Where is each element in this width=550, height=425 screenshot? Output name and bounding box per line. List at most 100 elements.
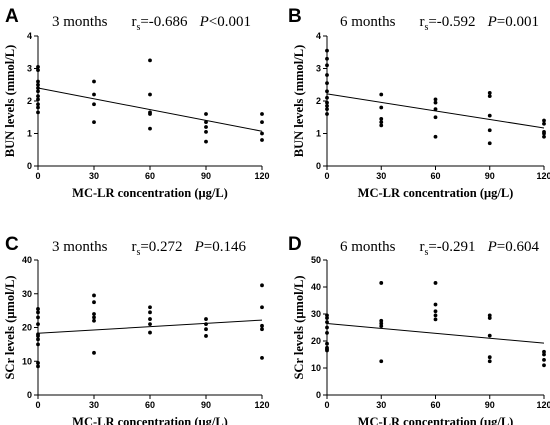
data-point	[204, 317, 208, 321]
data-point	[148, 322, 152, 327]
data-point	[36, 94, 40, 99]
data-point	[325, 89, 329, 94]
y-tick-label: 1	[27, 129, 32, 139]
data-point	[542, 134, 546, 139]
y-tick-label: 10	[311, 363, 321, 373]
data-point	[325, 313, 329, 318]
title-r-value: =-0.291	[428, 239, 475, 255]
title-period: 3 months	[52, 239, 108, 255]
x-axis-label: MC-LR concentration (μg/L)	[358, 186, 514, 200]
panel-title: 6 months rs=-0.592 P=0.001	[340, 14, 539, 33]
data-point	[260, 355, 264, 360]
data-point	[36, 86, 40, 90]
panel-title: 3 months rs=0.272 P=0.146	[52, 239, 246, 258]
data-point	[36, 68, 40, 73]
title-p-value: <0.001	[209, 14, 251, 30]
y-tick-label: 2	[27, 96, 32, 106]
data-point	[36, 89, 40, 94]
data-point	[379, 120, 384, 125]
panel-title: 3 months rs=-0.686 P<0.001	[52, 14, 251, 33]
data-point	[379, 105, 384, 110]
y-tick-label: 40	[22, 255, 32, 265]
data-point	[487, 316, 492, 320]
y-tick-label: 20	[22, 323, 32, 333]
data-point	[379, 281, 384, 285]
data-point	[433, 309, 438, 314]
data-point	[487, 141, 492, 146]
x-tick-label: 90	[201, 400, 211, 410]
data-point	[433, 97, 438, 102]
x-tick-label: 0	[35, 400, 40, 410]
data-point	[433, 313, 438, 318]
data-point	[379, 318, 384, 323]
data-point	[542, 363, 546, 368]
panel-letter: B	[288, 6, 302, 27]
data-point	[36, 342, 40, 347]
title-r-subscript: s	[136, 22, 140, 33]
data-point	[148, 310, 152, 315]
data-point	[92, 300, 96, 305]
data-point	[92, 318, 96, 323]
title-p-value: =0.604	[497, 239, 540, 255]
data-point	[433, 134, 438, 139]
trend-line	[37, 319, 263, 334]
data-point	[92, 315, 96, 320]
data-point	[325, 107, 329, 112]
x-tick-label: 120	[536, 400, 550, 410]
x-tick-label: 90	[201, 171, 211, 181]
data-point	[36, 310, 40, 315]
y-axis-label: BUN levels (mmol/L)	[292, 45, 306, 157]
panel-letter: D	[288, 234, 302, 255]
title-r-value: =-0.686	[140, 14, 188, 30]
chart-panel-c: C 3 months rs=0.272 P=0.146 0 10 20 30 40 0 30 60 90…	[3, 234, 270, 425]
y-tick-label: 2	[316, 96, 321, 106]
y-tick-label: 10	[22, 356, 32, 366]
data-point	[433, 281, 438, 285]
x-tick-label: 0	[324, 400, 329, 410]
y-tick-label: 3	[27, 64, 32, 74]
x-tick-label: 30	[89, 171, 99, 181]
x-axis-label: MC-LR concentration (μg/L)	[72, 186, 228, 200]
x-tick-label: 30	[376, 400, 386, 410]
data-point	[487, 355, 492, 360]
data-point	[92, 79, 96, 84]
data-point	[260, 138, 264, 142]
x-tick-label: 90	[485, 171, 495, 181]
data-point	[487, 333, 492, 338]
data-point	[433, 115, 438, 120]
title-r-symbol: r	[131, 239, 136, 255]
panel-letter: A	[5, 6, 19, 27]
x-axis-label: MC-LR concentration (μg/L)	[72, 415, 228, 425]
data-point	[542, 358, 546, 362]
data-point	[542, 118, 546, 123]
title-p-symbol: P	[487, 239, 497, 255]
data-point	[260, 120, 264, 125]
data-point	[325, 316, 329, 320]
trend-line	[326, 322, 545, 344]
title-r-subscript: s	[424, 22, 428, 33]
data-point	[433, 100, 438, 105]
x-tick-label: 60	[430, 171, 440, 181]
title-period: 3 months	[52, 14, 108, 30]
y-axis-label: BUN levels (mmol/L)	[3, 45, 17, 157]
data-point	[487, 128, 492, 133]
x-tick-label: 0	[324, 171, 329, 181]
title-r-symbol: r	[419, 239, 424, 255]
x-tick-label: 60	[430, 400, 440, 410]
trend-line	[37, 87, 263, 132]
y-tick-label: 1	[316, 129, 321, 139]
data-point	[325, 331, 329, 335]
title-p-symbol: P	[487, 14, 497, 30]
data-point	[325, 348, 329, 353]
data-point	[92, 92, 96, 97]
data-point	[204, 334, 208, 338]
title-r-symbol: r	[419, 14, 424, 30]
data-point	[204, 120, 208, 125]
data-point	[148, 126, 152, 131]
panel-title: 6 months rs=-0.291 P=0.604	[340, 239, 539, 258]
data-point	[325, 95, 329, 100]
y-tick-label: 4	[27, 31, 32, 41]
data-point	[379, 321, 384, 326]
data-point	[148, 317, 152, 321]
data-point	[433, 317, 438, 322]
